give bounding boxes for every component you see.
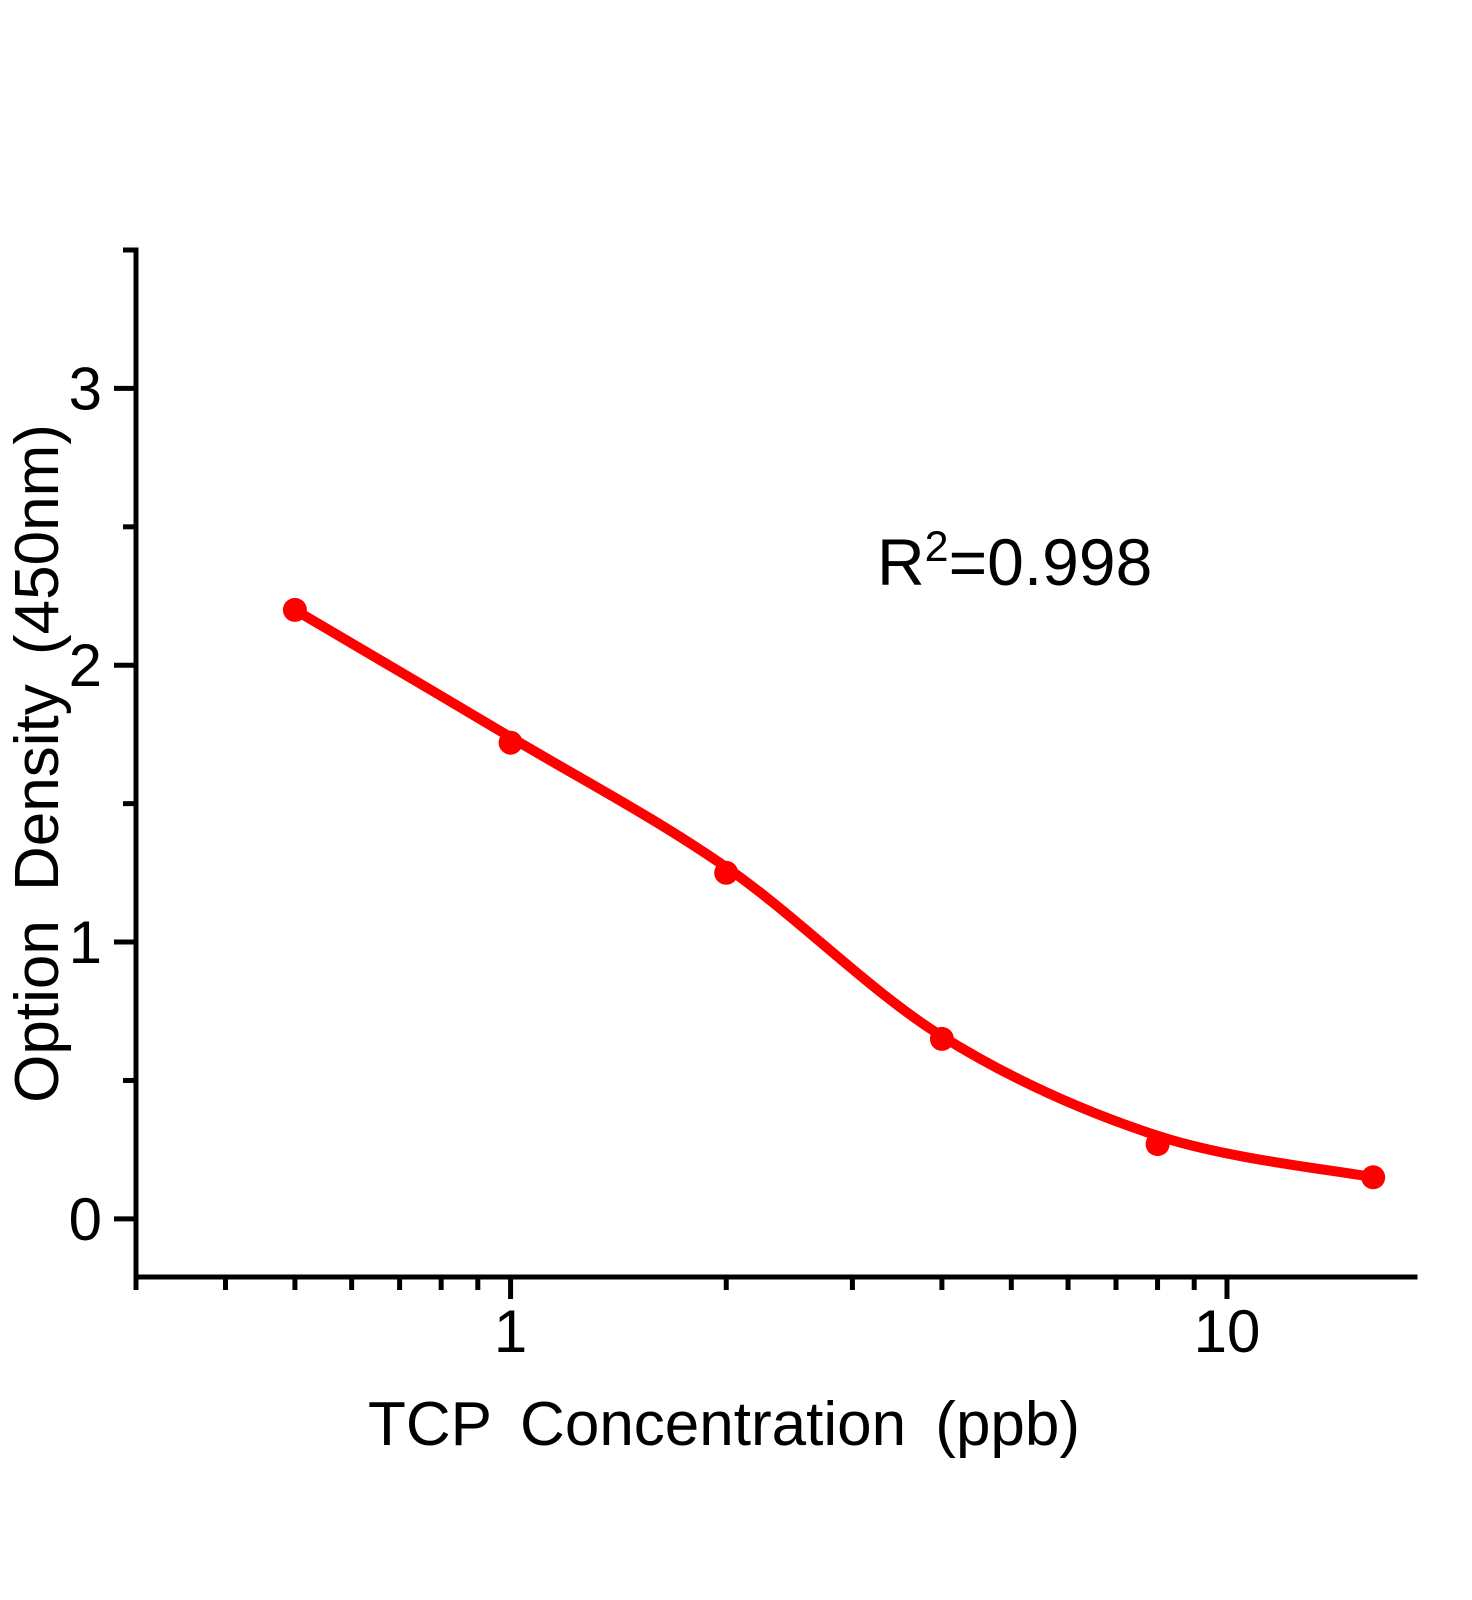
axis-spines [133,247,1418,1280]
y-axis-label: Option Density (450nm) [3,424,72,1103]
data-point-marker [1361,1165,1386,1190]
x-tick-label-1: 1 [494,1298,527,1365]
data-point-marker [282,597,307,622]
y-tick-label-3: 3 [69,355,102,422]
data-point-marker [498,730,523,755]
data-point-marker [929,1026,954,1051]
y-tick-label-2: 2 [69,632,102,699]
data-point-marker [1145,1132,1170,1157]
data-point-marker [714,860,739,885]
y-tick-label-1: 1 [69,909,102,976]
r-squared-annotation: R2=0.998 [877,523,1152,599]
fit-curve-line [289,604,1379,1183]
x-tick-label-10: 10 [1194,1298,1261,1365]
y-tick-label-0: 0 [69,1186,102,1253]
x-axis-label: TCP Concentration (ppb) [368,1390,1080,1459]
